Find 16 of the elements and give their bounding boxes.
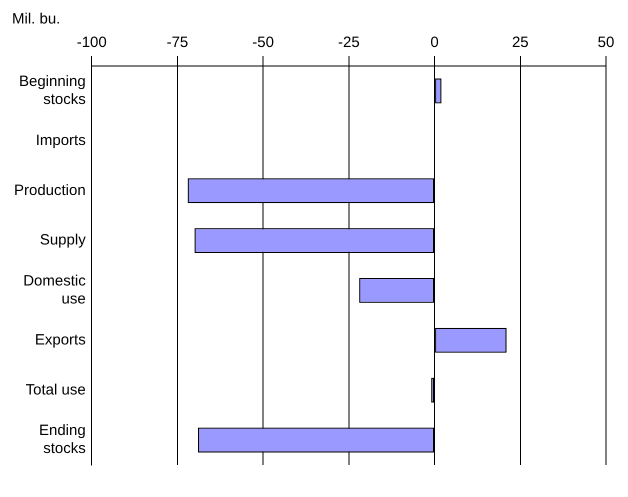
y-tick-label: Imports bbox=[36, 132, 86, 149]
x-tick-label: 25 bbox=[512, 34, 529, 52]
x-tick-label: 50 bbox=[598, 34, 614, 52]
x-tick-label: -100 bbox=[76, 34, 107, 52]
y-tick-label: Total use bbox=[26, 381, 86, 398]
y-tick-label: Beginning stocks bbox=[18, 73, 86, 108]
y-tick-label: Production bbox=[14, 182, 86, 199]
x-tick-label: -75 bbox=[166, 34, 188, 52]
x-tick-label: -25 bbox=[338, 34, 360, 52]
y-tick-label: Domestic use bbox=[23, 272, 86, 308]
x-axis-title: Mil. bu. bbox=[12, 10, 60, 28]
x-tick-label: -50 bbox=[252, 34, 274, 52]
y-tick-label: Supply bbox=[40, 232, 86, 249]
x-tick-label: 0 bbox=[430, 34, 439, 52]
y-tick-label: Exports bbox=[34, 331, 86, 348]
y-tick-label: Ending stocks bbox=[38, 422, 86, 458]
